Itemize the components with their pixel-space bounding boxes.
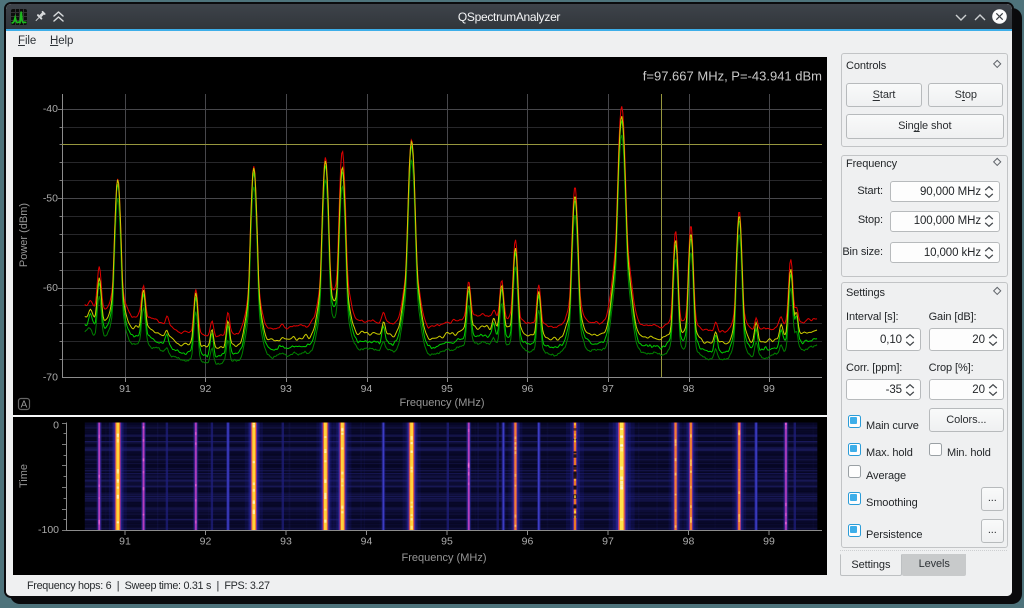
svg-text:A: A [21,400,28,411]
svg-text:92: 92 [200,536,212,548]
svg-text:-70: -70 [43,372,58,384]
svg-text:95: 95 [441,536,453,548]
svg-text:Power (dBm): Power (dBm) [18,203,30,267]
svg-text:91: 91 [119,383,131,395]
svg-text:-40: -40 [43,103,58,115]
svg-text:96: 96 [522,536,534,548]
svg-text:Frequency (MHz): Frequency (MHz) [402,552,487,564]
svg-text:96: 96 [522,383,534,395]
svg-text:95: 95 [441,383,453,395]
svg-text:98: 98 [683,383,695,395]
svg-text:93: 93 [280,383,292,395]
svg-text:99: 99 [763,383,775,395]
svg-text:f=97.667 MHz, P=-43.941 dBm: f=97.667 MHz, P=-43.941 dBm [643,69,822,84]
svg-text:-50: -50 [43,193,58,205]
svg-text:0: 0 [53,420,59,432]
svg-text:Frequency (MHz): Frequency (MHz) [400,397,485,409]
svg-text:Time: Time [18,464,30,488]
svg-text:94: 94 [361,536,373,548]
svg-text:94: 94 [361,383,373,395]
svg-text:91: 91 [119,536,131,548]
svg-text:-100: -100 [38,524,59,536]
svg-text:92: 92 [200,383,212,395]
svg-text:98: 98 [683,536,695,548]
svg-text:97: 97 [602,536,614,548]
svg-text:93: 93 [280,536,292,548]
svg-text:97: 97 [602,383,614,395]
svg-text:99: 99 [763,536,775,548]
svg-text:-60: -60 [43,282,58,294]
